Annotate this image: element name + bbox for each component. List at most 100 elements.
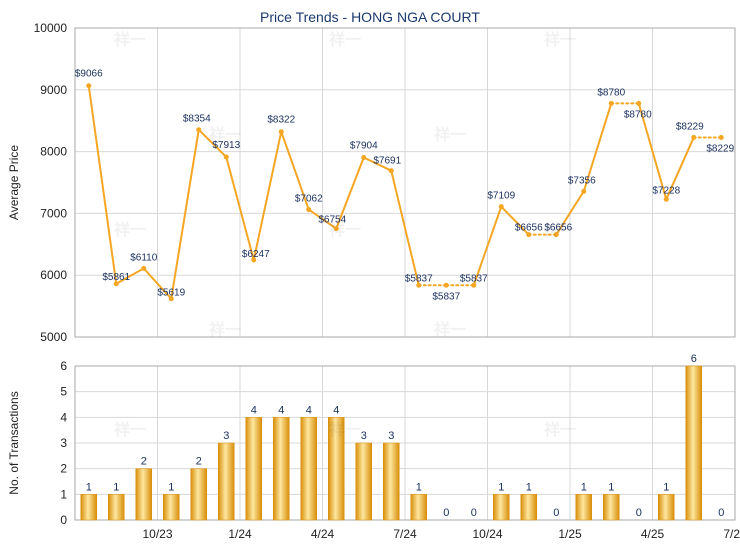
transaction-bar (163, 494, 180, 521)
price-line-segment (142, 267, 173, 300)
bar-y-tick-label: 0 (60, 513, 67, 527)
transaction-count-label: 0 (471, 507, 477, 519)
price-line-segment (390, 169, 420, 287)
transaction-bar (685, 365, 702, 521)
transaction-count-label: 2 (141, 456, 147, 468)
bar-y-tick-label: 3 (60, 436, 67, 450)
transaction-count-label: 1 (663, 481, 669, 493)
price-y-tick-label: 8000 (40, 145, 67, 159)
transaction-bar (520, 494, 537, 521)
transaction-count-label: 1 (113, 481, 119, 493)
price-point (168, 296, 174, 302)
transaction-bar (658, 494, 675, 521)
price-point (636, 100, 642, 106)
x-tick-label: 7/24 (393, 527, 417, 541)
price-line-segment (335, 156, 365, 230)
transaction-count-label: 4 (278, 404, 284, 416)
price-point (498, 204, 504, 210)
price-y-tick-label: 7000 (40, 206, 67, 220)
price-data-label: $8322 (267, 115, 295, 126)
watermark-mark: 祥一 (544, 420, 576, 439)
price-line-segment (225, 155, 255, 261)
price-data-label: $7109 (487, 191, 515, 202)
price-data-label: $5619 (157, 288, 185, 299)
transaction-count-label: 1 (86, 481, 92, 493)
price-data-label: $6656 (515, 223, 543, 234)
transaction-bar (383, 442, 400, 521)
transaction-count-label: 4 (251, 404, 257, 416)
transaction-count-label: 2 (196, 456, 202, 468)
price-data-label: $5837 (432, 291, 460, 302)
price-point (691, 134, 697, 140)
x-tick-label: 10/24 (472, 527, 502, 541)
x-tick-label: 1/25 (558, 527, 582, 541)
price-plot-frame (74, 27, 736, 338)
price-data-label: $8780 (624, 109, 652, 120)
transaction-count-label: 3 (388, 430, 394, 442)
watermark-mark: 祥一 (329, 30, 361, 49)
price-line-segment (362, 156, 393, 172)
transaction-count-label: 1 (168, 481, 174, 493)
price-line-segment (555, 190, 585, 236)
price-point (663, 196, 669, 202)
price-y-tick-label: 9000 (40, 83, 67, 97)
price-point (388, 168, 394, 174)
transaction-count-label: 1 (498, 481, 504, 493)
watermark-mark: 祥一 (209, 320, 241, 339)
price-data-label: $7904 (350, 141, 378, 152)
transaction-bar (108, 494, 125, 521)
price-data-label: $5837 (405, 273, 433, 284)
transaction-bar (328, 417, 345, 521)
price-data-label: $5837 (460, 273, 488, 284)
transaction-count-label: 0 (718, 507, 724, 519)
price-point (251, 257, 257, 263)
price-data-label: $7356 (568, 175, 596, 186)
x-tick-label: 1/24 (228, 527, 252, 541)
price-data-label: $6754 (318, 215, 346, 226)
price-line-segment (170, 128, 200, 300)
transaction-bar (218, 442, 235, 521)
price-point (581, 188, 587, 194)
bar-y-tick-label: 4 (60, 410, 67, 424)
transaction-bar (245, 417, 262, 521)
price-point (471, 282, 477, 288)
transaction-count-label: 1 (416, 481, 422, 493)
price-line-segment (115, 267, 145, 285)
transaction-count-label: 3 (361, 430, 367, 442)
price-line-segment (252, 130, 283, 261)
watermark-mark: 祥一 (329, 220, 361, 239)
transaction-count-label: 1 (581, 481, 587, 493)
transaction-count-label: 4 (333, 404, 339, 416)
watermark-mark: 祥一 (114, 220, 146, 239)
transaction-count-label: 1 (608, 481, 614, 493)
price-data-label: $7691 (373, 156, 401, 167)
price-point (553, 232, 559, 238)
price-data-label: $7228 (652, 185, 680, 196)
price-data-label: $8229 (706, 143, 734, 154)
price-y-tick-label: 6000 (40, 268, 67, 282)
watermark-mark: 祥一 (329, 420, 361, 439)
price-point (113, 281, 119, 287)
price-line-segment (280, 130, 310, 211)
price-point (443, 282, 449, 288)
transaction-bar (410, 494, 427, 521)
price-data-label: $7913 (212, 140, 240, 151)
price-y-axis-label: Average Price (7, 145, 21, 220)
price-line-segment (307, 208, 338, 230)
price-data-label: $8780 (597, 87, 625, 98)
price-point (306, 207, 312, 213)
price-point (718, 134, 724, 140)
transaction-bar (135, 468, 152, 521)
transaction-count-label: 0 (443, 507, 449, 519)
transaction-bar (355, 442, 372, 521)
x-tick-label: 10/23 (142, 527, 172, 541)
price-line-segment (637, 102, 668, 201)
price-y-tick-label: 10000 (34, 21, 68, 35)
price-line-segment (665, 136, 695, 201)
transaction-bar (190, 468, 207, 521)
bar-y-tick-label: 5 (60, 385, 67, 399)
transaction-count-label: 0 (636, 507, 642, 519)
